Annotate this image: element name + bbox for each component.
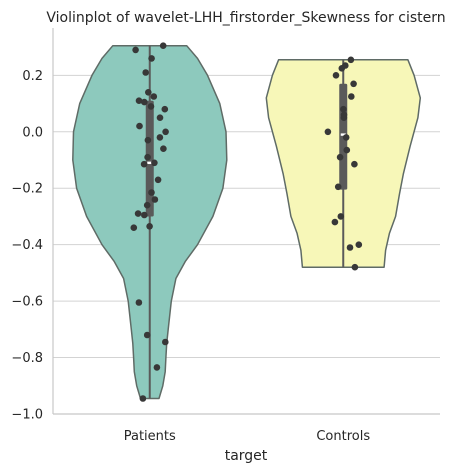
- data-point: [156, 114, 164, 121]
- data-point: [151, 159, 158, 167]
- data-point: [351, 160, 358, 168]
- data-point: [160, 145, 167, 152]
- data-point: [148, 55, 155, 62]
- median-marker-controls: [340, 133, 346, 136]
- data-point: [135, 97, 143, 104]
- data-point: [143, 201, 151, 209]
- x-tick-label: Patients: [124, 429, 176, 444]
- y-ticks: −1.0 −0.8 −0.6 −0.4 −0.2 0.0 0.2: [11, 69, 43, 423]
- data-point: [346, 244, 354, 251]
- data-point: [334, 183, 342, 191]
- data-point: [141, 211, 148, 219]
- x-ticks: Patients Controls: [124, 429, 371, 444]
- data-point: [148, 189, 155, 196]
- data-point: [348, 93, 355, 100]
- y-tick-label: 0.0: [22, 125, 43, 140]
- points: [130, 42, 363, 402]
- data-point: [153, 364, 161, 371]
- y-tick-label: −0.4: [11, 238, 43, 253]
- data-point: [351, 263, 359, 271]
- data-point: [350, 80, 357, 88]
- data-point: [146, 223, 153, 230]
- y-tick-label: −1.0: [11, 408, 43, 423]
- median-marker-patients: [147, 161, 153, 165]
- data-point: [162, 128, 169, 136]
- data-point: [324, 128, 332, 136]
- data-point: [139, 395, 147, 402]
- data-point: [151, 196, 159, 203]
- data-point: [156, 134, 164, 141]
- data-point: [140, 160, 148, 168]
- data-point: [150, 93, 158, 100]
- data-point: [336, 153, 344, 161]
- chart-title: Violinplot of wavelet-LHH_firstorder_Ske…: [46, 10, 445, 26]
- data-point: [144, 136, 152, 144]
- data-point: [135, 299, 143, 306]
- data-point: [154, 176, 162, 184]
- data-point: [355, 241, 363, 248]
- data-point: [340, 114, 348, 121]
- data-point: [145, 89, 152, 96]
- x-axis-label: target: [225, 448, 268, 464]
- data-point: [343, 146, 351, 154]
- data-point: [337, 213, 345, 220]
- x-tick-label: Controls: [316, 429, 370, 444]
- data-point: [342, 134, 350, 141]
- data-point: [143, 331, 151, 339]
- data-point: [338, 65, 346, 72]
- data-point: [162, 338, 169, 346]
- violins: [72, 44, 422, 400]
- data-point: [159, 42, 167, 49]
- data-point: [134, 210, 142, 217]
- data-point: [141, 98, 148, 106]
- data-point: [147, 103, 155, 110]
- data-point: [136, 122, 143, 130]
- y-tick-label: 0.2: [22, 69, 43, 84]
- data-point: [144, 153, 151, 161]
- data-point: [340, 105, 347, 113]
- y-tick-label: −0.6: [11, 295, 43, 310]
- spines: [52, 28, 440, 415]
- data-point: [161, 105, 169, 113]
- data-point: [130, 224, 138, 231]
- y-tick-label: −0.8: [11, 351, 43, 366]
- data-point: [332, 72, 340, 79]
- data-point: [347, 56, 355, 64]
- data-point: [331, 218, 339, 226]
- data-point: [132, 46, 139, 54]
- y-tick-label: −0.2: [11, 182, 43, 197]
- data-point: [142, 69, 149, 76]
